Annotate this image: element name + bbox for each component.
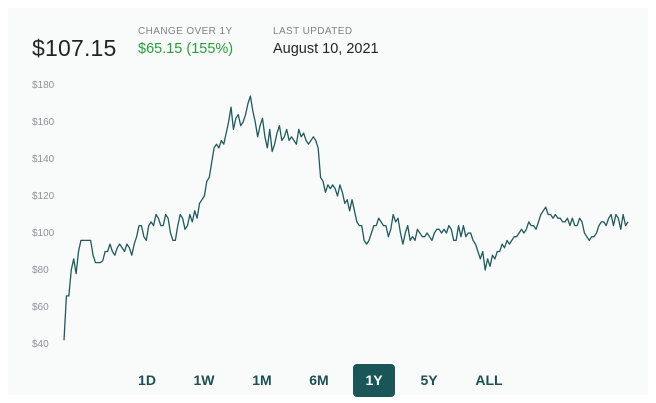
y-tick-label: $100 <box>32 228 55 239</box>
price-series-line <box>63 95 629 341</box>
y-tick-label: $60 <box>32 302 49 313</box>
range-selector: 1D 1W 1M 6M 1Y 5Y ALL <box>8 364 648 398</box>
y-tick-label: $120 <box>32 191 55 202</box>
series-layer <box>63 95 629 341</box>
range-button-1d[interactable]: 1D <box>138 372 156 388</box>
range-button-6m[interactable]: 6M <box>309 372 329 388</box>
range-button-all[interactable]: ALL <box>475 372 503 388</box>
y-tick-label: $40 <box>32 339 49 350</box>
y-tick-label: $140 <box>32 154 55 165</box>
price-chart: $180 $160 $140 $120 $100 $80 $60 $40 <box>32 80 629 350</box>
last-updated-label: LAST UPDATED <box>273 26 353 37</box>
y-tick-label: $160 <box>32 117 55 128</box>
current-price: $107.15 <box>32 35 117 61</box>
range-button-5y[interactable]: 5Y <box>420 372 438 388</box>
range-button-1w[interactable]: 1W <box>193 372 215 388</box>
stock-card: $107.15 CHANGE OVER 1Y $65.15 (155%) LAS… <box>8 8 648 398</box>
range-button-1y[interactable]: 1Y <box>353 364 395 397</box>
change-label: CHANGE OVER 1Y <box>138 26 233 37</box>
y-tick-label: $80 <box>32 265 49 276</box>
range-button-1m[interactable]: 1M <box>252 372 272 388</box>
y-axis: $180 $160 $140 $120 $100 $80 $60 $40 <box>32 80 55 350</box>
last-updated-value: August 10, 2021 <box>273 41 379 57</box>
change-value: $65.15 (155%) <box>138 41 234 57</box>
y-tick-label: $180 <box>32 80 55 91</box>
